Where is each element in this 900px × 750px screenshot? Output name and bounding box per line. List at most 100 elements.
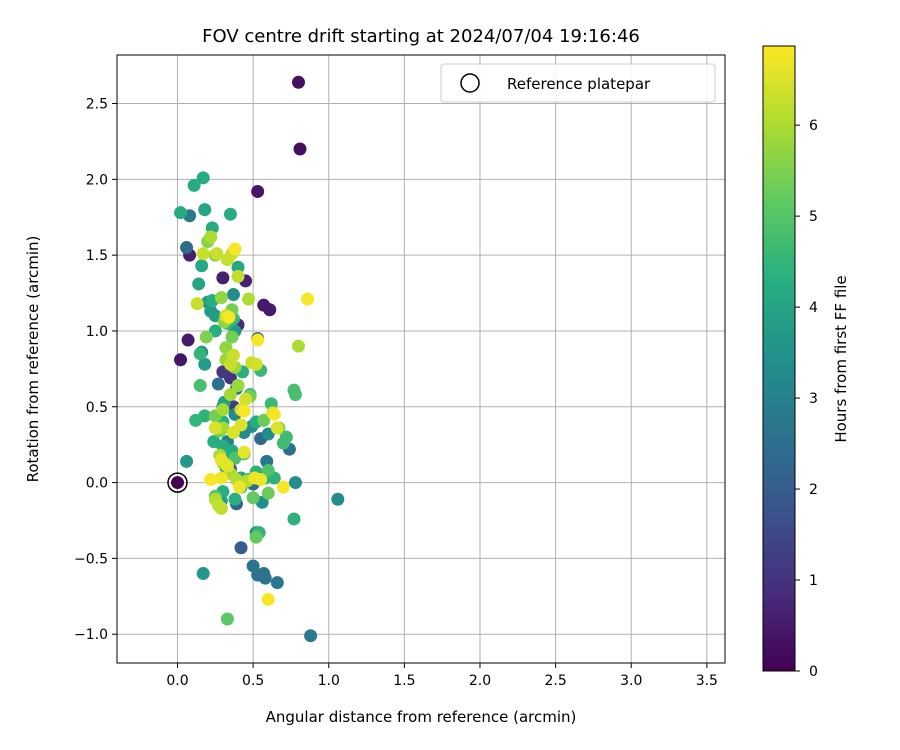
colorbar-tick-label: 6 [809, 118, 818, 134]
colorbar-label: Hours from first FF file [832, 275, 850, 442]
data-point [249, 530, 263, 544]
x-tick-label: 1.0 [318, 673, 340, 689]
data-point [223, 207, 237, 221]
colorbar-gradient [762, 45, 796, 672]
legend-entry-label: Reference platepar [507, 75, 651, 93]
data-point [193, 379, 207, 393]
colorbar-tick-label: 5 [809, 209, 818, 225]
y-tick-label: −0.5 [74, 551, 108, 567]
data-point [174, 206, 188, 220]
data-point [214, 501, 228, 515]
data-point [196, 171, 210, 185]
data-point [220, 253, 234, 267]
data-point [331, 492, 345, 506]
data-point [189, 413, 203, 427]
y-axis-ticks: −1.0 −0.5 0.0 0.5 1.0 1.5 2.0 2.5 [74, 97, 117, 643]
data-point [223, 357, 237, 371]
data-points [174, 75, 345, 643]
data-point [291, 339, 305, 353]
data-point [226, 426, 240, 440]
x-tick-label: 3.0 [620, 673, 642, 689]
legend: Reference platepar [440, 63, 716, 103]
data-point [204, 230, 218, 244]
data-point [228, 242, 242, 256]
data-point [214, 471, 228, 485]
data-point [251, 184, 265, 198]
data-point [254, 473, 268, 487]
data-point [216, 403, 230, 417]
data-point [234, 541, 248, 555]
colorbar-tick-label: 2 [809, 482, 818, 498]
data-point [287, 383, 301, 397]
colorbar: 0 1 2 3 4 5 6 Hours from first FF file [762, 45, 850, 680]
x-tick-label: 1.5 [393, 673, 415, 689]
colorbar-tick-label: 0 [809, 664, 818, 680]
y-axis-label: Rotation from reference (arcmin) [24, 236, 42, 483]
data-point [270, 421, 284, 435]
colorbar-tick-label: 3 [809, 391, 818, 407]
x-tick-label: 2.5 [544, 673, 566, 689]
x-tick-label: 3.5 [696, 673, 718, 689]
data-point [174, 353, 188, 367]
reference-marker [167, 472, 188, 493]
data-point [228, 492, 242, 506]
data-point [198, 357, 212, 371]
legend-box [440, 63, 716, 103]
data-point [261, 486, 275, 500]
data-point [257, 413, 271, 427]
y-tick-label: 1.5 [86, 248, 108, 264]
data-point [246, 491, 260, 505]
data-point [279, 430, 293, 444]
data-point [210, 247, 224, 261]
plot-background [117, 55, 725, 663]
y-tick-label: 0.5 [86, 400, 108, 416]
data-point [187, 178, 201, 192]
grid-lines [117, 55, 725, 663]
data-point [214, 291, 228, 305]
data-point [233, 480, 247, 494]
data-point [220, 459, 234, 473]
data-point [193, 347, 207, 361]
data-point [222, 310, 236, 324]
data-point [211, 377, 225, 391]
data-point [263, 303, 277, 317]
data-point [251, 333, 265, 347]
legend-reference-marker [460, 73, 480, 93]
data-point [304, 629, 318, 643]
data-point [225, 330, 239, 344]
data-point [204, 473, 218, 487]
data-point [220, 612, 234, 626]
colorbar-tick-label: 1 [809, 573, 818, 589]
data-point [181, 333, 195, 347]
data-point [242, 292, 256, 306]
data-point [301, 292, 315, 306]
data-point [251, 568, 265, 582]
plot-frame [116, 54, 726, 664]
data-point [223, 388, 237, 402]
data-point [270, 576, 284, 590]
data-point [208, 421, 222, 435]
data-point [196, 567, 210, 581]
data-point [231, 260, 245, 274]
data-point [239, 392, 253, 406]
data-point [192, 277, 206, 291]
data-point [267, 407, 281, 421]
data-point [287, 512, 301, 526]
y-tick-label: 1.0 [86, 324, 108, 340]
x-tick-label: 0.0 [166, 673, 188, 689]
chart-title: FOV centre drift starting at 2024/07/04 … [202, 26, 640, 47]
data-point [291, 75, 305, 89]
data-point [196, 247, 210, 261]
data-point [261, 463, 275, 477]
y-tick-label: 2.0 [86, 172, 108, 188]
data-point [276, 480, 290, 494]
data-point [237, 404, 251, 418]
y-tick-label: 0.0 [86, 476, 108, 492]
x-axis-ticks: 0.0 0.5 1.0 1.5 2.0 2.5 3.0 3.5 [166, 663, 718, 689]
x-tick-label: 2.0 [469, 673, 491, 689]
colorbar-ticks: 0 1 2 3 4 5 6 [795, 118, 818, 680]
data-point [195, 259, 209, 273]
reference-point-fill [170, 476, 184, 490]
data-point [216, 271, 230, 285]
data-point [293, 142, 307, 156]
